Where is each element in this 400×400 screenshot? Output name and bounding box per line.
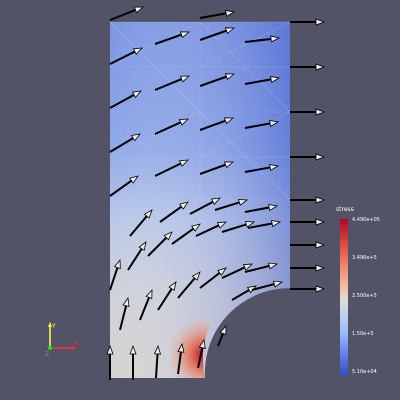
vector-glyph-icon — [290, 63, 326, 71]
vector-glyph-icon — [221, 221, 256, 233]
vector-glyph-icon — [290, 18, 326, 26]
vector-glyph-icon — [109, 175, 139, 197]
vector-glyph-icon — [109, 6, 145, 21]
vector-glyph-icon — [154, 75, 191, 91]
vector-glyph-icon — [139, 288, 153, 321]
legend-title: stress — [336, 206, 354, 213]
vector-glyph-icon — [154, 118, 190, 135]
vector-glyph-icon — [290, 241, 326, 249]
vector-glyph-icon — [129, 209, 153, 237]
vector-glyph-icon — [244, 75, 281, 85]
vector-glyph-icon — [195, 221, 228, 237]
vector-glyph-icon — [214, 199, 249, 211]
vector-glyph-icon — [109, 258, 121, 291]
vector-glyph-icon — [199, 73, 236, 87]
vector-glyph-icon — [199, 27, 236, 41]
vector-glyph-icon — [119, 296, 130, 331]
vector-glyph-icon — [244, 163, 280, 173]
vector-glyph-icon — [109, 90, 142, 109]
vector-glyph-icon — [129, 344, 137, 380]
legend-tick-min: 5.10e+04 — [352, 369, 377, 375]
vector-glyph-icon — [244, 262, 279, 273]
vector-glyph-icon — [244, 204, 279, 213]
vector-glyph-icon — [171, 223, 201, 245]
axis-x-label: X — [75, 340, 79, 347]
vector-glyph-icon — [244, 119, 280, 129]
vector-glyph-icon — [199, 267, 227, 289]
vector-glyph-icon — [244, 35, 281, 43]
vector-glyph-icon — [147, 231, 173, 257]
plate-mesh-shading — [110, 22, 290, 378]
vector-glyph-icon — [189, 197, 222, 215]
vector-glyph-icon — [109, 133, 141, 153]
stress-hotspot — [170, 315, 215, 378]
legend-tick-max: 4.490e+05 — [352, 217, 380, 223]
legend-tick: 1.50e+5 — [352, 331, 374, 337]
axis-y-label: Y — [51, 323, 56, 330]
color-legend[interactable]: stress 4.490e+05 3.496e+5 2.500e+5 1.50e… — [333, 204, 397, 380]
vector-glyph-icon — [154, 159, 190, 177]
axis-z-label: Z — [45, 351, 49, 358]
vector-glyph-icon — [177, 271, 201, 299]
vector-glyph-icon — [177, 342, 185, 375]
vector-glyph-icon — [290, 108, 326, 116]
vector-glyphs — [106, 6, 326, 380]
legend-tick: 3.496e+5 — [352, 255, 377, 261]
vector-glyph-icon — [199, 117, 235, 131]
vector-glyph-icon — [217, 324, 227, 347]
vector-glyph-icon — [251, 280, 284, 291]
vector-glyph-icon — [127, 241, 147, 271]
vector-glyph-icon — [247, 220, 282, 229]
vector-glyph-icon — [197, 338, 206, 369]
legend-tick: 2.500e+5 — [352, 293, 377, 299]
vector-glyph-icon — [290, 153, 326, 161]
vector-glyph-icon — [109, 47, 144, 65]
vector-glyph-icon — [290, 196, 326, 204]
vector-glyph-icon — [290, 264, 326, 272]
vector-glyph-icon — [159, 201, 189, 223]
vector-glyph-icon — [290, 285, 326, 293]
orientation-axes: Y X Z — [45, 322, 79, 358]
vector-glyph-icon — [157, 281, 177, 311]
vector-glyph-icon — [221, 263, 254, 279]
vector-glyph-icon — [106, 344, 114, 380]
legend-color-bar — [340, 219, 348, 376]
vector-glyph-icon — [290, 218, 326, 226]
vector-glyph-icon — [199, 161, 235, 175]
vector-glyph-icon — [154, 31, 191, 45]
vector-glyph-icon — [199, 9, 236, 19]
vector-glyph-icon — [153, 344, 162, 379]
